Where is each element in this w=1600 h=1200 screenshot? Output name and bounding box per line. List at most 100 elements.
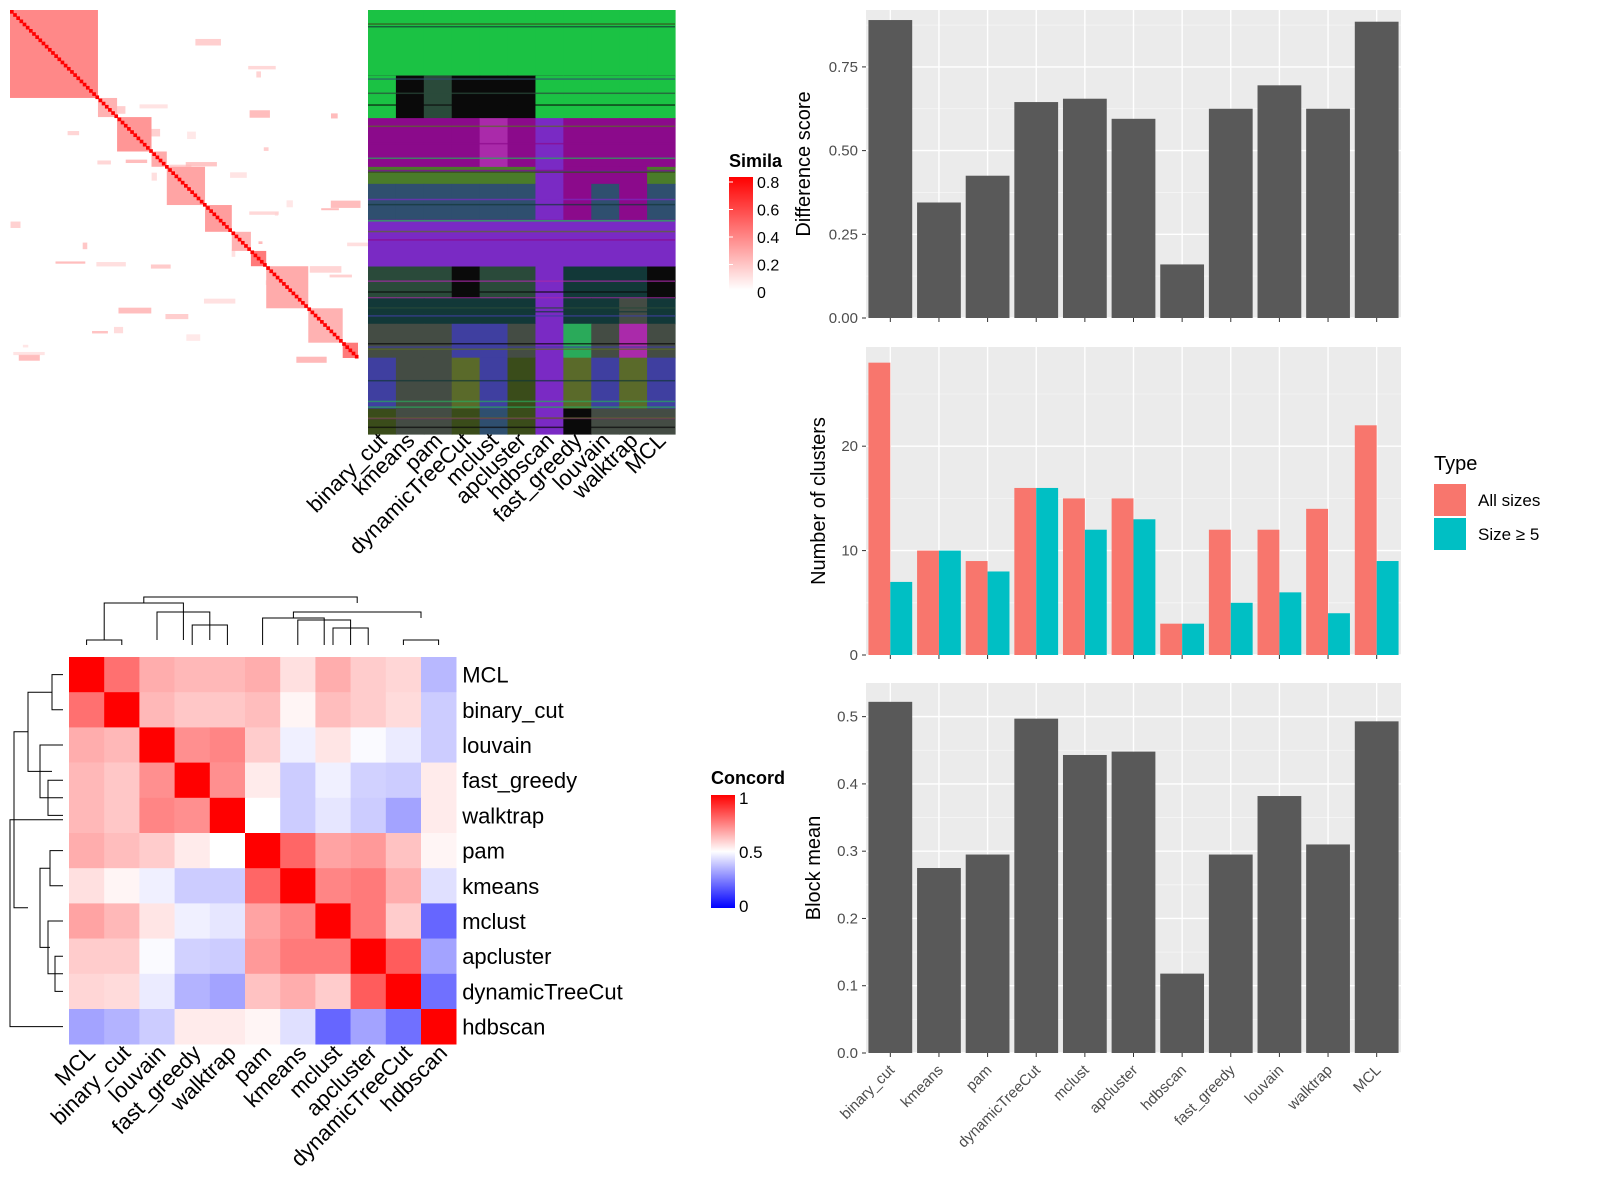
classification-cell: [479, 266, 509, 299]
similarity-diagonal-cell: [133, 133, 138, 138]
classification-cell: [479, 10, 509, 77]
concordance-cell: [350, 727, 387, 763]
similarity-noise-cell: [195, 38, 221, 46]
classification-cell: [395, 183, 425, 221]
classification-cell: [535, 323, 564, 359]
classification-stripe: [368, 92, 675, 95]
concordance-cell: [350, 692, 387, 728]
classification-cell: [451, 166, 481, 185]
classification-stripe: [368, 125, 675, 128]
classification-cell: [591, 183, 620, 221]
similarity-legend-label: 0.2: [757, 258, 779, 275]
similarity-diagonal-cell: [339, 339, 343, 343]
similarity-diagonal-cell: [206, 206, 210, 210]
classification-cell: [619, 10, 648, 77]
bar: [1182, 623, 1205, 655]
classification-cell: [451, 118, 481, 168]
similarity-diagonal-cell: [47, 47, 52, 52]
similarity-diagonal-cell: [16, 16, 20, 20]
x-tick-label: louvain: [1242, 1062, 1288, 1108]
similarity-noise-cell: [165, 314, 189, 320]
classification-cell: [591, 266, 620, 299]
concordance-cell: [245, 762, 281, 799]
similarity-diagonal-cell: [209, 209, 213, 213]
similarity-diagonal-cell: [244, 244, 248, 248]
classification-cell: [395, 10, 425, 77]
concordance-cell: [209, 692, 246, 728]
classification-cell: [647, 75, 676, 119]
concordance-cell: [209, 657, 246, 693]
similarity-diagonal-cell: [304, 304, 308, 308]
dendrogram-top-branch: [262, 617, 325, 645]
similarity-legend-label: 0.8: [757, 175, 779, 192]
similarity-noise-cell: [18, 354, 40, 361]
type-legend-key: [1434, 518, 1466, 550]
classification-stripe: [368, 203, 675, 206]
classification-cell: [647, 166, 676, 185]
concordance-cell: [139, 692, 175, 728]
similarity-diagonal-cell: [63, 63, 68, 68]
difference-score-chart: 0.00 0.25 0.50 0.75 Difference score: [793, 10, 1401, 327]
classification-cell: [619, 166, 648, 185]
bar: [1111, 118, 1156, 318]
bar: [1062, 98, 1107, 318]
classification-stripe: [368, 198, 675, 201]
classification-cell: [507, 323, 537, 359]
classification-cell: [591, 357, 620, 410]
concordance-cell: [385, 657, 422, 693]
concordance-cell: [350, 868, 387, 904]
similarity-noise-cell: [82, 242, 88, 250]
y-tick-label: 0: [850, 647, 858, 664]
classification-cell: [535, 266, 564, 299]
concordance-cell: [421, 973, 457, 1010]
classification-stripe: [368, 291, 675, 293]
classification-cell: [619, 75, 648, 119]
bar: [1062, 498, 1085, 655]
bar: [1208, 854, 1253, 1053]
concordance-cell: [104, 833, 140, 869]
similarity-diagonal-cell: [180, 180, 185, 185]
similarity-diagonal-cell: [329, 329, 334, 334]
similarity-diagonal-cell: [354, 354, 359, 359]
classification-cell: [535, 183, 564, 221]
similarity-diagonal-cell: [348, 348, 353, 353]
similarity-diagonal-cell: [221, 221, 226, 226]
concordance-cell: [69, 762, 105, 799]
bar: [1376, 561, 1399, 655]
concordance-cell: [139, 938, 175, 975]
bar: [1062, 754, 1107, 1053]
bar: [1257, 529, 1280, 655]
similarity-diagonal-cell: [193, 193, 198, 198]
concordance-cell: [421, 938, 457, 975]
dendrogram-left-branch: [51, 674, 63, 711]
y-axis-title: Number of clusters: [808, 417, 830, 585]
similarity-diagonal-cell: [237, 237, 242, 242]
concordance-row-label: MCL: [462, 663, 508, 688]
concordance-cell: [280, 973, 316, 1010]
similarity-noise-cell: [185, 162, 217, 167]
x-tick-label: pam: [963, 1062, 996, 1095]
similarity-diagonal-cell: [310, 310, 315, 315]
similarity-diagonal-cell: [294, 294, 299, 299]
concordance-cell: [245, 833, 281, 869]
y-tick-label: 0.4: [837, 776, 858, 793]
similarity-noise-cell: [186, 334, 201, 341]
concordance-cell: [209, 762, 246, 799]
similarity-diagonal-cell: [272, 272, 277, 277]
concordance-cell: [245, 973, 281, 1010]
similarity-noise-cell: [263, 147, 269, 151]
x-tick-label: kmeans: [898, 1062, 947, 1111]
similarity-diagonal-cell: [38, 38, 43, 43]
classification-stripe: [368, 104, 675, 106]
block-mean-chart: 0.0 0.1 0.2 0.3 0.4 0.5 Block mean binary_cut km…: [803, 683, 1401, 1151]
concordance-cell: [69, 833, 105, 869]
similarity-noise-cell: [249, 110, 270, 118]
similarity-diagonal-cell: [95, 95, 100, 100]
classification-cell: [619, 357, 648, 410]
bar: [1133, 519, 1156, 655]
similarity-diagonal-cell: [218, 218, 223, 223]
similarity-diagonal-cell: [22, 22, 27, 27]
similarity-noise-cell: [150, 264, 171, 269]
concordance-cell: [385, 727, 422, 763]
concordance-cell: [174, 657, 211, 693]
